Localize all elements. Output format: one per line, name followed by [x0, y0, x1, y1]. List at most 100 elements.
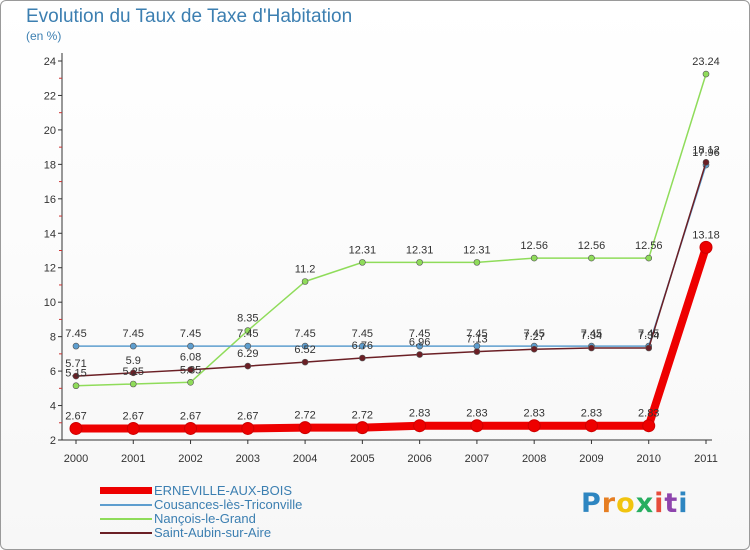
data-label: 2.83 [466, 408, 487, 420]
data-point [702, 158, 710, 166]
x-tick-label: 2004 [293, 453, 317, 465]
data-point [413, 419, 427, 433]
legend-swatch [100, 504, 152, 506]
data-label: 12.56 [520, 240, 548, 252]
x-tick-label: 2007 [465, 453, 489, 465]
x-tick-label: 2010 [636, 453, 660, 465]
data-point [473, 348, 481, 355]
y-tick-label: 22 [44, 90, 56, 102]
data-label: 2.72 [352, 410, 373, 422]
data-point [359, 342, 366, 350]
data-label: 7.45 [237, 328, 258, 340]
data-label: 6.08 [180, 352, 201, 364]
y-tick-label: 24 [44, 56, 56, 68]
data-label: 2.67 [237, 410, 258, 422]
data-point [645, 254, 653, 262]
data-point [72, 382, 80, 390]
legend-label: Nançois-le-Grand [154, 511, 256, 526]
data-label: 7.34 [638, 330, 659, 342]
data-label: 12.56 [635, 240, 663, 252]
data-label: 7.45 [409, 328, 430, 340]
data-point [129, 380, 137, 388]
data-label: 5.15 [65, 368, 86, 380]
data-point [184, 421, 198, 435]
data-label: 7.45 [581, 328, 602, 340]
data-label: 2.83 [638, 408, 659, 420]
data-label: 2.83 [523, 408, 544, 420]
data-point [473, 259, 481, 266]
data-label: 6.76 [352, 340, 373, 352]
series-line [75, 164, 707, 347]
data-point [642, 419, 656, 433]
logo-letter: i [654, 488, 665, 519]
legend-label: Saint-Aubin-sur-Aire [154, 525, 272, 540]
y-tick-label: 16 [44, 194, 56, 206]
data-point [244, 327, 252, 334]
data-point [241, 421, 255, 435]
legend-swatch [100, 532, 152, 534]
data-point [69, 421, 83, 435]
data-point [298, 421, 312, 435]
data-point [126, 421, 140, 435]
data-label: 5.9 [126, 355, 141, 367]
series-nan-ois-le-grand [72, 70, 710, 390]
data-label: 17.96 [692, 147, 720, 159]
data-label: 18.12 [692, 144, 720, 156]
y-tick-label: 4 [50, 401, 56, 413]
x-tick-label: 2003 [236, 453, 260, 465]
data-label: 2.83 [409, 408, 430, 420]
data-point [244, 362, 252, 370]
data-label: 7.45 [123, 328, 144, 340]
y-tick-label: 8 [50, 332, 56, 344]
data-label: 7.45 [352, 328, 373, 340]
data-label: 6.96 [409, 337, 430, 349]
series-line [72, 243, 710, 433]
data-point [416, 259, 423, 266]
data-label: 5.35 [180, 364, 201, 376]
legend-label: Cousances-lès-Triconville [154, 497, 303, 512]
data-point [355, 421, 369, 435]
x-tick-label: 2006 [407, 453, 431, 465]
x-tick-label: 2005 [350, 453, 374, 465]
y-tick-label: 2 [50, 435, 56, 447]
legend-label: ERNEVILLE-AUX-BOIS [154, 483, 292, 498]
data-label: 2.67 [65, 410, 86, 422]
data-point [702, 70, 710, 78]
logo-letter: t [664, 488, 679, 519]
data-point [187, 378, 194, 386]
data-point [187, 366, 194, 374]
data-label: 6.29 [237, 348, 258, 360]
logo-letter: P [581, 488, 602, 519]
data-point [699, 240, 713, 254]
data-label: 7.45 [466, 328, 487, 340]
data-point [530, 345, 538, 353]
data-label: 7.34 [581, 330, 602, 342]
legend-swatch [100, 487, 152, 494]
data-point [645, 344, 653, 352]
data-point [72, 372, 80, 380]
proxiti-logo: Proxiti [581, 488, 689, 519]
data-label: 23.24 [692, 56, 720, 68]
data-point [530, 254, 538, 262]
series-line [75, 161, 707, 377]
data-label: 13.18 [692, 229, 720, 241]
data-label: 7.45 [65, 328, 86, 340]
data-label: 7.27 [523, 331, 544, 343]
legend-swatch [100, 518, 152, 520]
data-label: 12.31 [406, 244, 434, 256]
data-point [244, 342, 252, 350]
logo-letter: i [678, 488, 689, 519]
data-label: 2.72 [294, 410, 315, 422]
logo-letter: o [616, 488, 636, 519]
data-label: 7.13 [466, 334, 487, 346]
data-point [72, 342, 80, 350]
x-tick-label: 2001 [121, 453, 145, 465]
data-point [301, 278, 309, 285]
data-point [416, 351, 423, 358]
x-tick-label: 2008 [522, 453, 546, 465]
x-tick-label: 2002 [178, 453, 202, 465]
data-label: 7.45 [294, 328, 315, 340]
series-line [75, 73, 707, 387]
